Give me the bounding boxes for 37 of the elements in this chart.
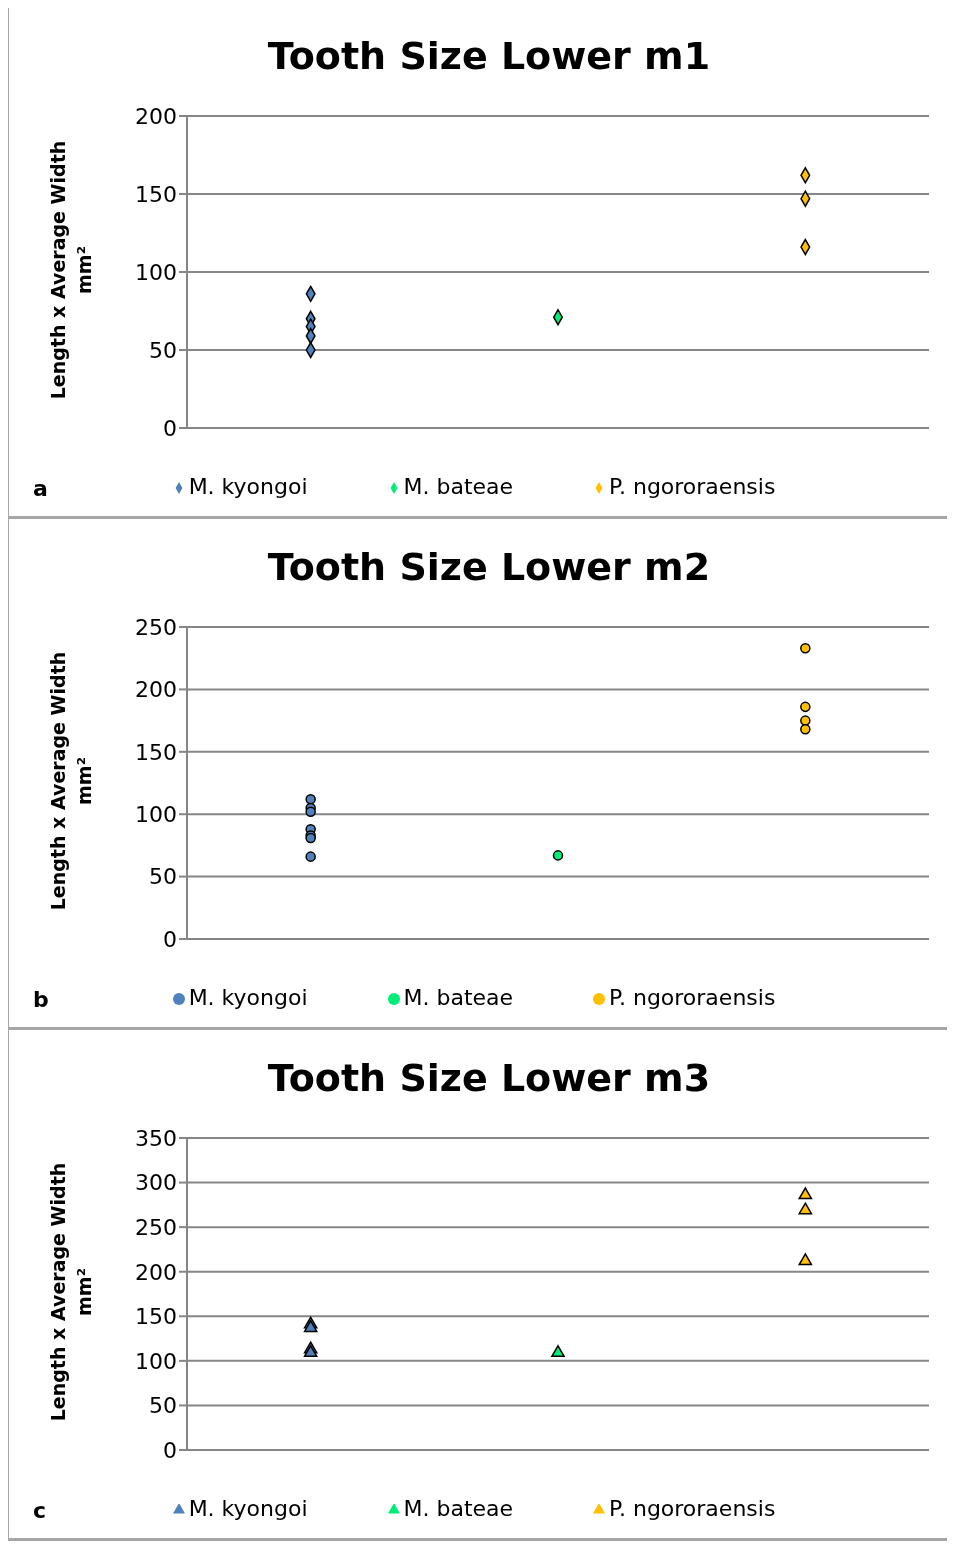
y-tick-label: 50 [149, 1393, 177, 1419]
y-tick-label: 50 [149, 337, 177, 363]
y-tick-label: 150 [135, 1304, 177, 1330]
y-tick-label: 300 [135, 1170, 177, 1196]
y-tick-label: 0 [163, 1437, 177, 1463]
y-tick-label: 0 [163, 926, 177, 952]
legend-label: P. ngororaensis [609, 474, 776, 499]
chart-title: Tooth Size Lower m1 [266, 34, 712, 78]
y-axis-title: Length x Average Width mm² [46, 650, 96, 913]
y-tick-label: 250 [135, 1214, 177, 1240]
y-tick-label: 350 [135, 1125, 177, 1151]
y-tick-label: 150 [135, 181, 177, 207]
legend-label: M. kyongoi [188, 1496, 308, 1521]
legend-label: M. bateae [403, 474, 514, 499]
legend-label: M. bateae [403, 985, 514, 1010]
y-tick-label: 0 [163, 415, 177, 441]
y-tick-label: 250 [135, 614, 177, 640]
text: c [33, 1498, 47, 1523]
legend-label: M. kyongoi [188, 985, 308, 1010]
chart-title: Tooth Size Lower m2 [266, 545, 712, 589]
y-tick-label: 200 [135, 1259, 177, 1285]
text: a [33, 476, 48, 501]
y-tick-label: 150 [135, 739, 177, 765]
y-tick-label: 100 [135, 259, 177, 285]
y-tick-label: 50 [149, 864, 177, 890]
legend-label: M. kyongoi [188, 474, 308, 499]
legend-label: M. bateae [403, 1496, 514, 1521]
y-tick-label: 200 [135, 677, 177, 703]
y-tick-label: 200 [135, 103, 177, 129]
y-tick-label: 100 [135, 802, 177, 828]
text: b [33, 987, 49, 1012]
legend-label: P. ngororaensis [609, 1496, 776, 1521]
chart-title: Tooth Size Lower m3 [266, 1056, 712, 1100]
y-tick-label: 100 [135, 1348, 177, 1374]
y-axis-title: Length x Average Width mm² [46, 1161, 96, 1424]
legend-label: P. ngororaensis [609, 985, 776, 1010]
y-axis-title: Length x Average Width mm² [46, 139, 96, 402]
